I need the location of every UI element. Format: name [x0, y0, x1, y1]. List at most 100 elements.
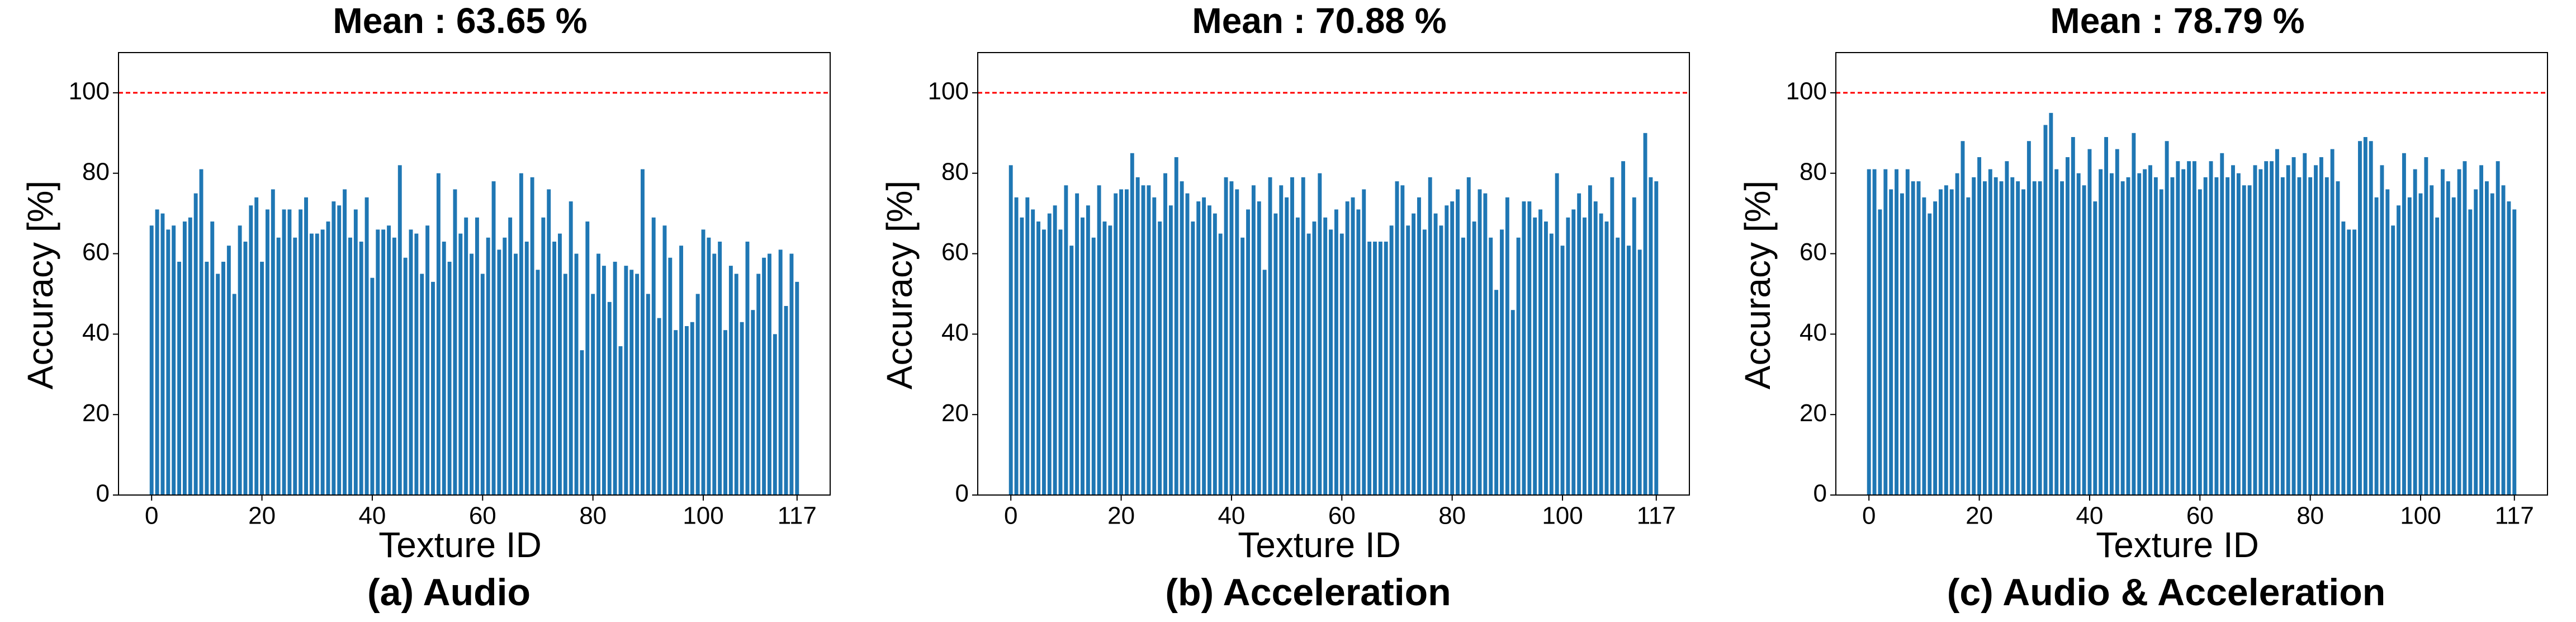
bar: [155, 209, 159, 495]
bar: [2385, 189, 2390, 495]
bar: [1301, 177, 1305, 495]
bar: [166, 229, 171, 495]
bar: [1977, 157, 1982, 495]
bar: [1229, 181, 1234, 495]
bar: [172, 225, 176, 495]
bar: [563, 274, 567, 495]
bar: [668, 257, 673, 495]
bar: [2479, 165, 2484, 495]
bar: [1649, 177, 1653, 495]
bar: [2054, 169, 2059, 495]
bar: [784, 306, 788, 495]
bar: [1988, 169, 1992, 495]
bar: [221, 261, 225, 495]
bar: [2441, 169, 2445, 495]
bar: [2126, 177, 2130, 495]
bar: [1944, 185, 1948, 495]
bar: [2291, 157, 2296, 495]
x-tick-label: 20: [248, 502, 276, 530]
bar: [1345, 201, 1349, 496]
bar: [1036, 222, 1041, 495]
bar: [1972, 177, 1976, 495]
y-tick-label: 60: [1800, 238, 1827, 266]
bar: [1108, 225, 1112, 495]
bar: [2402, 153, 2406, 496]
bar: [1339, 233, 1344, 495]
bar: [464, 217, 468, 495]
bar: [514, 253, 518, 495]
bar: [679, 246, 684, 495]
bar: [1180, 181, 1184, 495]
bar: [2159, 189, 2163, 495]
bar: [1147, 185, 1151, 495]
bar: [1124, 189, 1129, 495]
bar: [2490, 193, 2494, 495]
bar: [1395, 181, 1399, 495]
bar: [2099, 169, 2103, 495]
bar: [1334, 209, 1338, 495]
y-tick-label: 100: [1786, 78, 1827, 105]
x-tick-label: 100: [2400, 502, 2441, 530]
bar: [364, 197, 369, 495]
bar: [397, 165, 402, 495]
bar: [674, 330, 678, 495]
bar: [2220, 153, 2224, 496]
bar: [315, 233, 319, 495]
bar: [403, 257, 408, 495]
bar: [2435, 217, 2440, 495]
bar: [420, 274, 424, 495]
bar: [2297, 177, 2302, 495]
bar: [1555, 173, 1559, 495]
bar: [2308, 177, 2313, 495]
bar: [1306, 233, 1311, 495]
bar: [569, 201, 573, 496]
bar: [182, 222, 187, 495]
bar: [1400, 185, 1405, 495]
bar: [1218, 233, 1223, 495]
bar: [2076, 173, 2081, 495]
bar: [1643, 133, 1647, 495]
bar: [1114, 193, 1118, 495]
bar: [1939, 189, 1943, 495]
bar: [370, 277, 375, 495]
bar: [2280, 177, 2285, 495]
bar: [1196, 201, 1201, 496]
bar: [1961, 141, 1965, 495]
bar: [1041, 229, 1046, 495]
bar: [458, 233, 463, 495]
bar: [646, 294, 650, 495]
bar: [1257, 201, 1261, 496]
bar: [453, 189, 457, 495]
bar: [536, 270, 540, 495]
bar: [684, 326, 689, 495]
bar: [2198, 189, 2202, 495]
bar: [447, 261, 452, 495]
bar: [1922, 197, 1926, 495]
bar: [1993, 177, 1998, 495]
bar: [497, 249, 501, 495]
bar: [1075, 193, 1079, 495]
bar: [1020, 217, 1024, 495]
bar: [1654, 181, 1659, 495]
bar: [2170, 177, 2175, 495]
bar: [2231, 165, 2235, 495]
bar: [635, 274, 640, 495]
y-tick-label: 60: [82, 238, 110, 266]
bar: [541, 217, 546, 495]
bar: [343, 189, 347, 495]
axes-frame: [118, 52, 831, 496]
bar: [1285, 197, 1289, 495]
bar: [547, 189, 551, 495]
bar: [376, 229, 380, 495]
bar: [243, 241, 248, 495]
bar: [1433, 213, 1438, 495]
bar: [254, 197, 259, 495]
bar: [2352, 229, 2357, 495]
bar: [1329, 229, 1333, 495]
bar: [1522, 201, 1526, 496]
bar: [160, 213, 165, 495]
bar: [199, 169, 203, 495]
bar: [2115, 149, 2119, 496]
bar: [304, 197, 308, 495]
bar: [2418, 193, 2423, 495]
